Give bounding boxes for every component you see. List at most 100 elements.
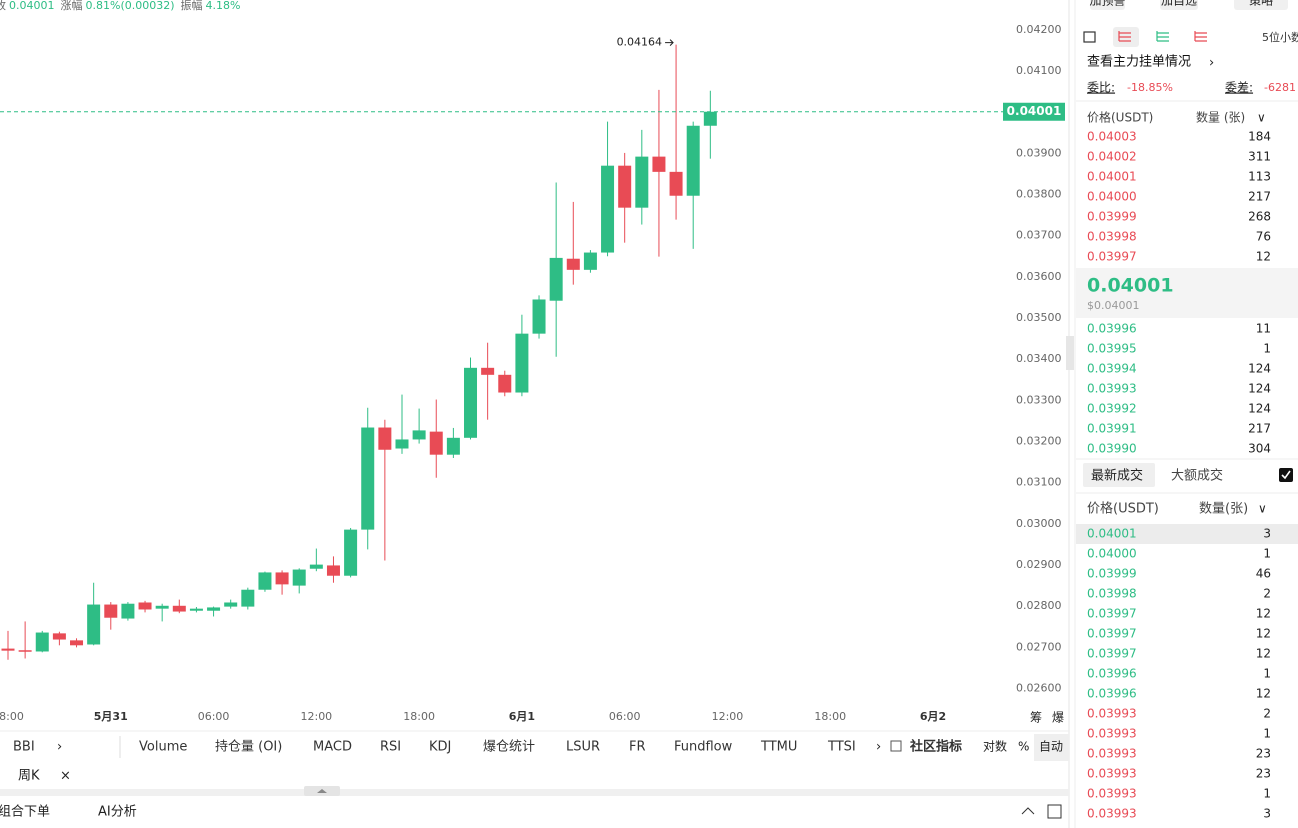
indicator-tab[interactable]: LSUR (566, 740, 600, 755)
x-tick-label: 18:00 (814, 710, 846, 723)
icon[interactable] (1083, 31, 1096, 43)
annotation-arrow (665, 39, 674, 46)
price[interactable]: 0.04001 (1087, 170, 1137, 184)
candle-body (498, 374, 512, 393)
x-tick-label: 6月1 (509, 710, 535, 723)
price[interactable]: 0.03998 (1087, 230, 1137, 244)
button-label[interactable]: 加预警 (1089, 0, 1125, 8)
quantity: 124 (1248, 402, 1271, 416)
expand-icon[interactable] (1047, 804, 1062, 819)
quantity: 11 (1256, 322, 1271, 336)
panel-handle[interactable] (1066, 336, 1074, 370)
chevron[interactable]: › (57, 740, 62, 755)
indicator-tab[interactable]: TTMU (760, 740, 797, 755)
indicator-tab[interactable]: 爆仓统计 (483, 740, 535, 755)
chevron[interactable]: ∨ (1258, 502, 1267, 516)
period-tab[interactable]: 周K (18, 769, 40, 784)
trade-tab[interactable]: 大额成交 (1171, 468, 1223, 484)
candle-body (207, 607, 221, 611)
price[interactable]: 0.04000 (1087, 190, 1137, 204)
mid-usd: $0.04001 (1087, 299, 1140, 312)
quantity: 1 (1263, 342, 1271, 356)
trade-qty: 12 (1256, 687, 1271, 701)
trade-price: 0.03996 (1087, 667, 1137, 681)
indicator-tab[interactable]: FR (629, 740, 646, 755)
candle-body (326, 565, 340, 576)
price[interactable]: 0.03990 (1087, 442, 1137, 456)
scale-option[interactable]: 对数 (983, 739, 1007, 754)
price[interactable]: 0.03991 (1087, 422, 1137, 436)
button[interactable] (1234, 0, 1288, 10)
checkbox[interactable] (1279, 468, 1293, 482)
x-tick-label: 6月2 (920, 710, 946, 723)
price[interactable]: 0.04003 (1087, 130, 1137, 144)
trade-qty: 3 (1263, 527, 1271, 541)
button-label[interactable]: 加自选 (1161, 0, 1197, 8)
indicator-tab[interactable]: KDJ (429, 740, 451, 755)
price[interactable]: 0.03992 (1087, 402, 1137, 416)
indicator-tab[interactable]: Fundflow (674, 740, 733, 755)
price[interactable]: 0.03999 (1087, 210, 1137, 224)
candle-body (549, 257, 563, 301)
price[interactable]: 0.03994 (1087, 362, 1137, 376)
bottom-tab[interactable]: AI分析 (98, 805, 137, 820)
candle-body (618, 165, 632, 208)
button-label[interactable]: 策略 (1249, 0, 1273, 8)
edit-icon[interactable] (890, 740, 902, 752)
indicator-tab[interactable]: MACD (313, 740, 352, 755)
chevron[interactable]: › (876, 740, 881, 755)
trade-header: 价格(USDT) (1087, 501, 1159, 517)
indicator-tab[interactable]: TTSI (827, 740, 856, 755)
scale-option[interactable]: % (1018, 740, 1029, 754)
axis-corner[interactable]: 筹 (1030, 711, 1042, 725)
trade-qty: 2 (1263, 587, 1271, 601)
y-tick-label: 0.03200 (1016, 435, 1062, 448)
candle-body (241, 589, 255, 607)
indicator-tab[interactable]: BBI (13, 740, 35, 755)
close[interactable]: × (60, 769, 71, 784)
main-orders-link[interactable]: 查看主力挂单情况 (1087, 54, 1191, 70)
indicator-tab[interactable]: RSI (380, 740, 401, 755)
candle-body (395, 439, 409, 449)
icon[interactable] (1118, 31, 1131, 42)
diff-label: 委差: (1225, 81, 1253, 95)
price[interactable]: 0.04002 (1087, 150, 1137, 164)
icon[interactable] (1194, 31, 1207, 42)
axis-corner[interactable]: 爆 (1052, 711, 1064, 725)
button[interactable] (1090, 0, 1125, 10)
quantity: 268 (1248, 210, 1271, 224)
candle-body (172, 605, 186, 612)
indicator-tab[interactable]: 持仓量 (OI) (215, 740, 282, 755)
trade-qty: 1 (1263, 727, 1271, 741)
button[interactable] (1160, 0, 1198, 10)
y-tick-label: 0.04100 (1016, 64, 1062, 77)
price[interactable]: 0.03997 (1087, 250, 1137, 264)
community-indicator[interactable]: 社区指标 (909, 739, 962, 755)
indicator-tab[interactable]: Volume (139, 740, 187, 755)
quantity: 113 (1248, 170, 1271, 184)
price[interactable]: 0.03996 (1087, 322, 1137, 336)
candle-body (155, 605, 169, 609)
y-tick-label: 0.03600 (1016, 270, 1062, 283)
collapse-icon[interactable] (1021, 807, 1035, 815)
chevron[interactable]: ∨ (1257, 111, 1266, 125)
icon[interactable] (1156, 31, 1169, 42)
trade-tab[interactable]: 最新成交 (1091, 468, 1143, 484)
decimals[interactable]: 5位小数 (1262, 30, 1298, 44)
check (1281, 470, 1291, 480)
candle-body (104, 604, 118, 618)
panel-icons (1083, 27, 1207, 47)
candle-body (446, 437, 460, 455)
ratio-label: 委比: (1087, 81, 1115, 95)
price[interactable]: 0.03993 (1087, 382, 1137, 396)
trade-price: 0.03997 (1087, 627, 1137, 641)
candle-body (1, 648, 15, 651)
bottom-tab[interactable]: 组合下单 (0, 805, 50, 820)
scale-option[interactable]: 自动 (1039, 740, 1063, 754)
chevron[interactable]: › (1209, 56, 1214, 71)
tab-bg (1034, 734, 1069, 761)
price[interactable]: 0.03995 (1087, 342, 1137, 356)
candle-body (378, 427, 392, 450)
trade-price: 0.04001 (1087, 527, 1137, 541)
x-tick-label: 06:00 (198, 710, 230, 723)
